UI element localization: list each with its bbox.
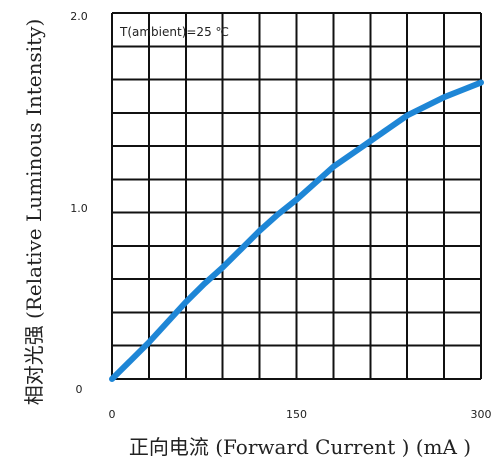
y-tick-label: 1.0 [70,202,88,215]
annotation-temperature: T(ambient)=25 ℃ [119,25,229,39]
y-tick-label: 0 [76,383,83,396]
x-tick-label: 150 [286,408,307,421]
chart-grid [111,12,482,380]
y-tick-label: 2.0 [70,10,88,23]
x-tick-label: 300 [471,408,492,421]
chart-series-layer [109,79,484,382]
x-tick-label: 0 [109,408,116,421]
x-axis-title: 正向电流 (Forward Current ) (mA ) [129,435,471,459]
chart-tick-labels: 0 150 300 0 1.0 2.0 [70,10,491,421]
luminous-intensity-curve [109,79,484,382]
y-axis-title: 相对光强 (Relative Luminous Intensity) [22,19,46,406]
